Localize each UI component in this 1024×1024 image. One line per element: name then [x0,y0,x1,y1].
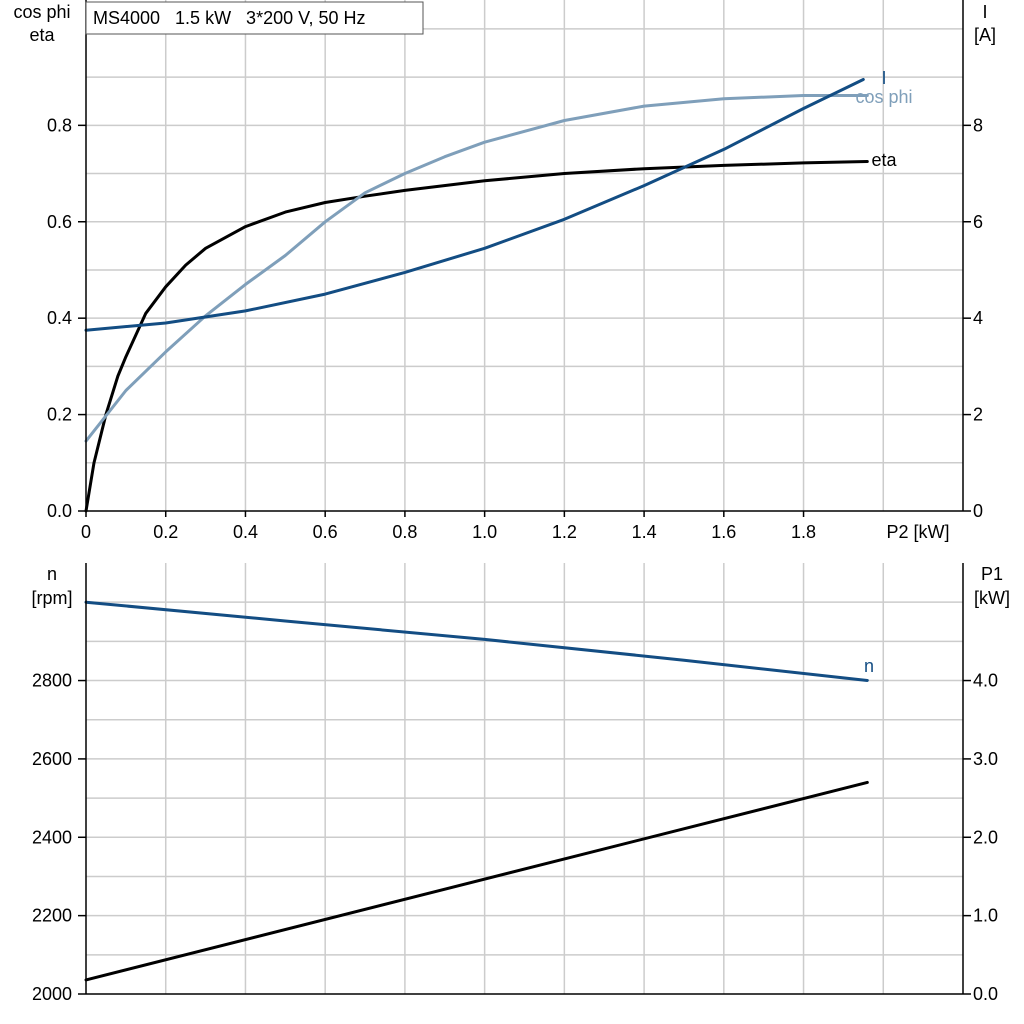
x-tick-label: 1.6 [711,522,736,542]
y-left-tick-label: 0.2 [47,405,72,425]
y-left-tick-label: 2000 [32,984,72,1004]
series-label-n: n [864,656,874,676]
legend-box: MS4000 1.5 kW 3*200 V, 50 Hz [85,1,424,35]
y-right-tick-label: 4.0 [973,671,998,691]
x-tick-label: 1.8 [791,522,816,542]
right-axis-label-line2: [kW] [974,588,1010,608]
left-axis-label-line2: eta [29,25,55,45]
y-right-tick-label: 1.0 [973,906,998,926]
series-line-i [84,78,865,332]
series-line-cos-phi [84,94,869,443]
x-tick-label: 0.6 [313,522,338,542]
series-labels: n [864,656,874,676]
y-left-tick-label: 2200 [32,906,72,926]
right-axis-label-line1: P1 [981,564,1003,584]
y-right-tick-label: 2 [973,405,983,425]
left-axis-label-line2: [rpm] [31,588,72,608]
y-right-tick-label: 6 [973,212,983,232]
axes-frame [85,563,964,995]
y-left-tick-label: 2400 [32,827,72,847]
y-right-tick-label: 2.0 [973,827,998,847]
x-tick-label: 1.0 [472,522,497,542]
y-right-tick-label: 0 [973,501,983,521]
series-label-i: I [881,68,886,88]
left-axis-label-line1: cos phi [13,2,70,22]
grid-horizontal [86,28,963,464]
grid-horizontal [86,601,963,956]
y-left-tick-label: 0.8 [47,115,72,135]
series-label-eta: eta [871,150,897,170]
y-right-tick-label: 4 [973,308,983,328]
legend-text: MS4000 1.5 kW 3*200 V, 50 Hz [93,8,366,28]
grid-vertical [164,0,885,511]
right-axis-label-line1: I [982,2,987,22]
left-axis-label-line1: n [47,564,57,584]
y-left-tick-label: 2800 [32,671,72,691]
tick-layer: 0.0 0.2 0.4 0.6 0.8 0 2 4 6 8 0 0.2 0.4 0.6 0.8 1.0 1.2 1… [47,115,983,542]
y-left-tick-label: 0.0 [47,501,72,521]
x-axis-label: P2 [kW] [886,522,949,542]
x-tick-label: 0 [81,522,91,542]
y-right-tick-label: 0.0 [973,984,998,1004]
y-right-tick-label: 3.0 [973,749,998,769]
series-layer [84,78,869,513]
x-tick-label: 0.8 [392,522,417,542]
right-axis-label-line2: [A] [974,25,996,45]
series-line-n [84,600,869,682]
x-tick-label: 1.2 [552,522,577,542]
series-line-eta [84,160,869,513]
series-label-cos-phi: cos phi [855,87,912,107]
tick-layer: 2000 2200 2400 2600 2800 0.0 1.0 2.0 3.0 4.0 [32,671,998,1004]
x-tick-label: 0.2 [153,522,178,542]
series-layer [84,600,869,982]
x-tick-label: 0.4 [233,522,258,542]
x-tick-label: 1.4 [632,522,657,542]
axes-frame [85,0,964,512]
y-left-tick-label: 0.4 [47,308,72,328]
series-line-power-input [84,780,869,982]
y-left-tick-label: 0.6 [47,212,72,232]
y-left-tick-label: 2600 [32,749,72,769]
y-right-tick-label: 8 [973,115,983,135]
grid-vertical [164,563,885,994]
